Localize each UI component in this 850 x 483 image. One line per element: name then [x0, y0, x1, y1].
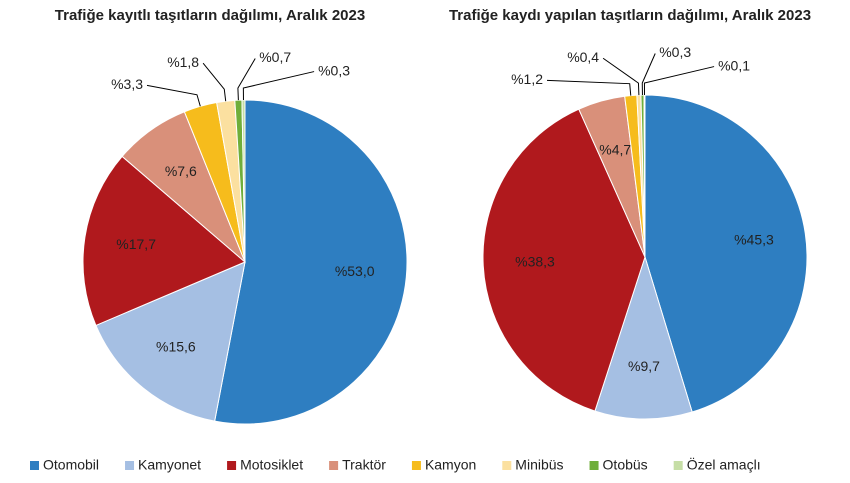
pie-slice [644, 94, 808, 413]
chart-title: Trafiğe kayıtlı taşıtların dağılımı, Ara… [55, 7, 365, 24]
data-label: %0,3 [659, 44, 691, 60]
legend-label: Kamyonet [138, 457, 201, 473]
data-label: %3,3 [111, 76, 143, 92]
legend-label: Otomobil [43, 457, 99, 473]
leader-line [202, 62, 227, 102]
data-label: %0,7 [259, 49, 291, 65]
legend-label: Minibüs [515, 457, 563, 473]
leader-line [641, 53, 656, 96]
legend-label: Kamyon [425, 457, 476, 473]
data-label: %17,7 [116, 236, 156, 252]
data-label: %1,2 [511, 71, 543, 87]
legend-label: Motosiklet [240, 457, 303, 473]
data-label: %7,6 [165, 163, 197, 179]
data-label: %0,1 [718, 57, 750, 73]
legend-swatch [125, 461, 135, 470]
legend-label: Otobüs [603, 457, 648, 473]
leader-line [602, 57, 640, 96]
leader-line [643, 66, 715, 96]
leader-line [242, 71, 315, 101]
pie-slice [594, 255, 693, 420]
data-label: %53,0 [335, 263, 375, 279]
leader-line [546, 79, 632, 96]
legend-swatch [329, 461, 339, 470]
legend-swatch [589, 461, 599, 470]
data-label: %0,3 [318, 62, 350, 78]
leader-line [146, 84, 201, 107]
data-label: %15,6 [156, 338, 196, 354]
pie-slice [214, 99, 408, 425]
legend-swatch [673, 461, 683, 470]
legend-label: Özel amaçlı [687, 456, 761, 473]
pie-slice [95, 261, 246, 422]
data-label: %45,3 [734, 231, 774, 247]
legend-label: Traktör [342, 457, 386, 473]
pie-slice [82, 155, 246, 327]
data-label: %0,4 [567, 49, 599, 65]
data-label: %4,7 [599, 142, 631, 158]
data-label: %38,3 [515, 254, 555, 270]
legend-swatch [411, 461, 421, 470]
pie-slice [482, 108, 646, 412]
leader-line [237, 58, 256, 101]
data-label: %9,7 [628, 358, 660, 374]
legend-swatch [502, 461, 512, 470]
legend-swatch [227, 461, 237, 470]
chart-title: Trafiğe kaydı yapılan taşıtların dağılım… [449, 7, 811, 24]
data-label: %1,8 [167, 54, 199, 70]
pie-slice [241, 99, 246, 263]
legend-swatch [30, 461, 39, 470]
